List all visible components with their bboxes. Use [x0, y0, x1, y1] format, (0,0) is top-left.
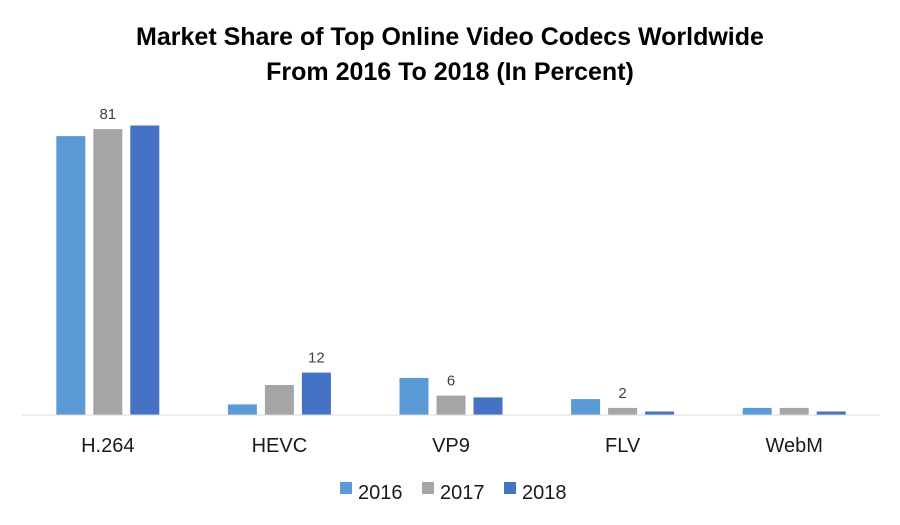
- bar-h-264-2018: [130, 125, 160, 415]
- data-label-hevc-2018: 12: [308, 350, 325, 367]
- category-label-h-264: H.264: [81, 435, 134, 457]
- bar-h-264-2017: [93, 129, 123, 415]
- category-label-webm: WebM: [765, 435, 822, 457]
- category-label-hevc: HEVC: [252, 435, 308, 457]
- category-label-vp9: VP9: [432, 435, 470, 457]
- data-labels-layer: 81 12 6 2: [99, 106, 626, 402]
- chart-subtitle: From 2016 To 2018 (In Percent): [266, 58, 634, 86]
- bar-hevc-2017: [264, 385, 294, 415]
- data-label-h-264-2017: 81: [99, 106, 116, 123]
- legend-swatch-2018: [504, 482, 516, 494]
- legend-swatch-2017: [422, 482, 434, 494]
- bar-h-264-2016: [56, 136, 86, 415]
- bar-flv-2018: [645, 411, 675, 415]
- legend-label-2017: 2017: [440, 482, 485, 504]
- bar-flv-2017: [608, 407, 638, 415]
- bar-webm-2018: [816, 411, 846, 415]
- bar-flv-2016: [571, 399, 601, 415]
- chart-title: Market Share of Top Online Video Codecs …: [136, 23, 764, 51]
- bar-webm-2017: [779, 407, 809, 415]
- bar-hevc-2018: [301, 372, 331, 415]
- data-label-flv-2017: 2: [618, 385, 626, 402]
- legend-label-2016: 2016: [358, 482, 403, 504]
- category-label-flv: FLV: [605, 435, 641, 457]
- legend: 2016 2017 2018: [340, 482, 567, 504]
- bar-webm-2016: [742, 407, 772, 415]
- legend-label-2018: 2018: [522, 482, 567, 504]
- legend-swatch-2016: [340, 482, 352, 494]
- bar-vp9-2016: [399, 377, 429, 415]
- bar-vp9-2018: [473, 397, 503, 415]
- bars-layer: [56, 125, 846, 415]
- data-label-vp9-2017: 6: [447, 373, 455, 390]
- bar-vp9-2017: [436, 395, 466, 415]
- category-axis: H.264 HEVC VP9 FLV WebM: [81, 435, 823, 457]
- bar-hevc-2016: [227, 404, 257, 415]
